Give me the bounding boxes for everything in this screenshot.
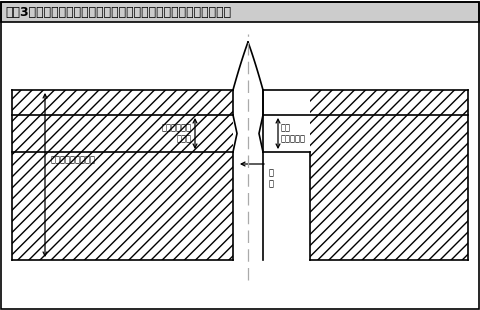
Text: ピンはめあい
接触長: ピンはめあい 接触長: [162, 123, 192, 144]
Bar: [1, 2, 479, 22]
Bar: [263, 90, 468, 152]
Bar: [12, 90, 233, 260]
Bar: [12, 90, 233, 260]
Text: 【図3】信頼性の高い位置決めピン形状の例（自動機の場合など）: 【図3】信頼性の高い位置決めピン形状の例（自動機の場合など）: [5, 6, 231, 19]
Bar: [263, 90, 468, 152]
Bar: [263, 90, 310, 152]
Text: 逃
げ: 逃 げ: [269, 168, 274, 188]
Bar: [310, 152, 468, 260]
Text: ピン
はめあい部: ピン はめあい部: [281, 123, 306, 144]
Bar: [310, 152, 468, 260]
Text: ピンはめあい部長さ: ピンはめあい部長さ: [51, 156, 96, 165]
